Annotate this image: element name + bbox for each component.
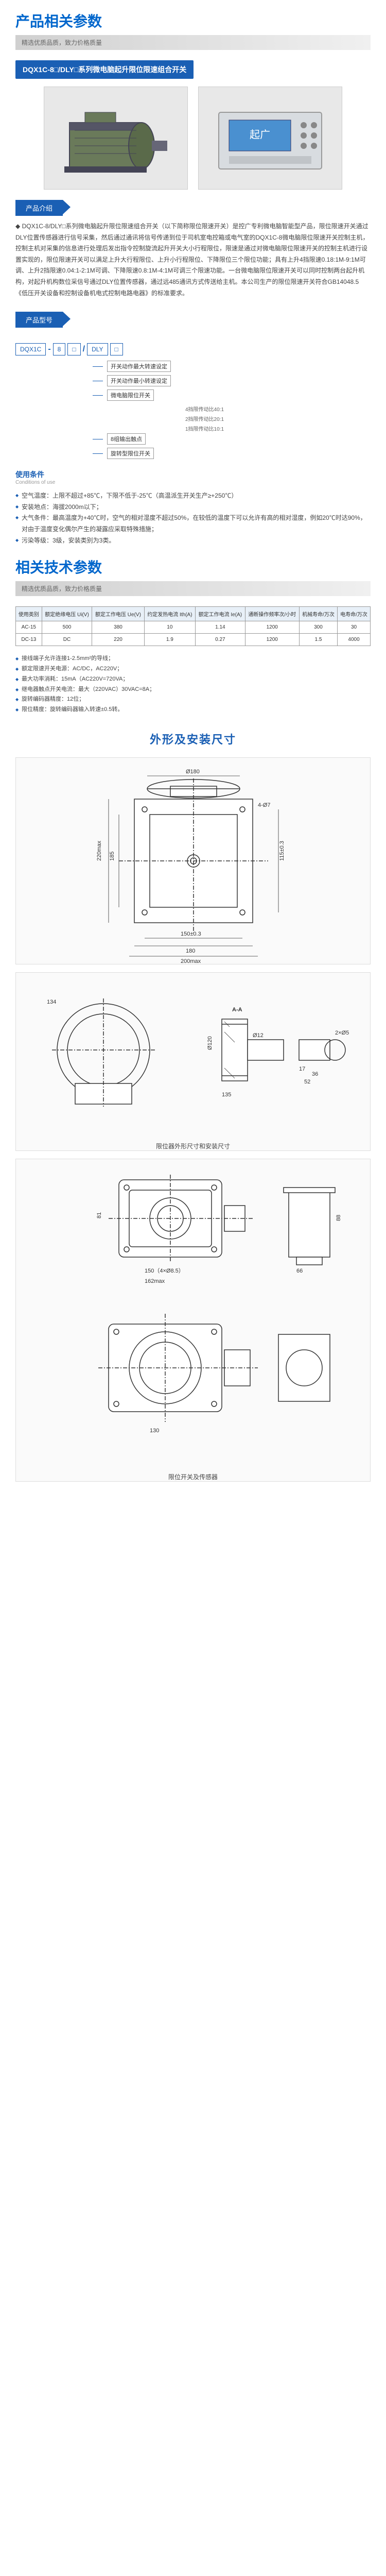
legend-item: 旋转型限位开关 <box>93 448 371 459</box>
table-header-row: 使用类别 额定绝缘电压 Ui(V) 额定工作电压 Ue(V) 约定发热电流 It… <box>16 607 371 621</box>
subtitle-bar: 精选优质品质，致力价格质量 <box>15 35 371 50</box>
drawing-caption-1: 限位器外形尺寸和安装尺寸 <box>16 1142 370 1150</box>
svg-text:52: 52 <box>304 1079 310 1085</box>
svg-text:115±0.3: 115±0.3 <box>279 841 285 861</box>
product-images: 起广 <box>15 87 371 190</box>
legend-item: 微电脑限位开关 <box>93 389 371 401</box>
svg-text:185: 185 <box>109 852 115 861</box>
svg-text:A-A: A-A <box>232 1007 242 1013</box>
condition-item: 大气条件：最高温度为+40℃时，空气的相对湿度不超过50%，在较低的温度下可以允… <box>15 513 371 535</box>
svg-text:66: 66 <box>296 1268 303 1274</box>
condition-item: 空气温度：上限不超过+85℃，下限不低于-25℃（高温派生开关生产≥+250℃） <box>15 490 371 502</box>
svg-text:起广: 起广 <box>250 129 270 141</box>
product-photo-controller: 起广 <box>198 87 342 190</box>
svg-text:180: 180 <box>186 948 195 954</box>
svg-text:Ø12: Ø12 <box>253 1032 264 1039</box>
svg-text:135: 135 <box>222 1092 231 1098</box>
subtitle-bar-2: 精选优质品质，致力价格质量 <box>15 581 371 596</box>
model-part-0: DQX1C <box>15 343 46 355</box>
tech-specs: 接线端子允许连接1-2.5mm²的导线； 额定限速开关电源：AC/DC，AC22… <box>15 654 371 715</box>
intro-paragraph: ◆ DQX1C-8/DLY□系列微电脑起升限位限速组合开关（以下简称限位限速开关… <box>15 221 371 299</box>
drawing-sensor: 150（4×Ø8.5） 162max 81 88 66 130 限位开关及传感器 <box>15 1159 371 1482</box>
table-row: DC-13 DC 220 1.9 0.27 1200 1.5 4000 <box>16 634 371 646</box>
svg-text:220max: 220max <box>96 840 102 861</box>
svg-text:134: 134 <box>47 999 56 1005</box>
svg-text:Ø180: Ø180 <box>186 769 200 775</box>
dimension-title: 外形及安装尺寸 <box>15 731 371 747</box>
conditions-section: 使用条件 Conditions of use 空气温度：上限不超过+85℃，下限… <box>15 469 371 546</box>
legend-item: 开关动作最小转速设定 <box>93 375 371 386</box>
tab-intro: 产品介绍 <box>15 200 63 216</box>
spec-item: 旋转编码器精度：12位； <box>15 694 371 705</box>
legend-item: 开关动作最大转速设定 <box>93 361 371 372</box>
svg-text:36: 36 <box>312 1071 318 1077</box>
svg-text:2×Ø5: 2×Ø5 <box>335 1030 349 1036</box>
spec-item: 继电器触点开关电流：最大（220VAC）30VAC=8A； <box>15 685 371 695</box>
svg-text:150（4×Ø8.5）: 150（4×Ø8.5） <box>145 1267 184 1274</box>
svg-text:150±0.3: 150±0.3 <box>181 931 201 937</box>
spec-item: 额定限速开关电源：AC/DC，AC220V； <box>15 664 371 674</box>
conditions-title-en: Conditions of use <box>15 480 371 485</box>
legend-item: 8组输出触点 <box>93 433 371 445</box>
tech-table: 使用类别 额定绝缘电压 Ui(V) 额定工作电压 Ue(V) 约定发热电流 It… <box>15 606 371 646</box>
model-part-2: □ <box>67 343 80 355</box>
drawing-front-view: Ø180 220max 185 115±0.3 4-Ø7 150±0.3 180… <box>15 757 371 964</box>
svg-text:200max: 200max <box>181 958 201 964</box>
condition-item: 污染等级：3级，安装类别为3类。 <box>15 535 371 547</box>
spec-item: 限位精度：旋转编码器输入转速±0.5转。 <box>15 705 371 715</box>
table-row: AC-15 500 380 10 1.14 1200 300 30 <box>16 621 371 634</box>
model-diagram: DQX1C - 8 □ / DLY □ 开关动作最大转速设定 开关动作最小转速设… <box>15 343 371 459</box>
svg-text:4-Ø7: 4-Ø7 <box>258 802 270 808</box>
model-part-4: □ <box>110 343 123 355</box>
condition-item: 安装地点：海拔2000m以下； <box>15 502 371 513</box>
svg-text:17: 17 <box>299 1066 305 1072</box>
spec-item: 接线端子允许连接1-2.5mm²的导线； <box>15 654 371 664</box>
page-title: 产品相关参数 <box>15 10 371 31</box>
intro-text-content: DQX1C-8/DLY□系列微电脑起升限位限速组合开关（以下简称限位限速开关）是… <box>15 223 369 297</box>
tech-title: 相关技术参数 <box>15 556 371 577</box>
spec-item: 最大功率消耗：15mA（AC220V=720VA； <box>15 674 371 685</box>
drawing-side-view: 134 A-A Ø120 135 Ø12 17 36 52 2×Ø5 限位器外形… <box>15 972 371 1151</box>
svg-text:81: 81 <box>96 1212 102 1218</box>
product-header: DQX1C-8□/DLY□系列微电脑起升限位限速组合开关 <box>15 60 194 79</box>
svg-text:88: 88 <box>336 1215 342 1221</box>
svg-text:Ø120: Ø120 <box>207 1036 213 1050</box>
svg-text:130: 130 <box>150 1428 159 1434</box>
drawing-caption-2: 限位开关及传感器 <box>16 1472 370 1481</box>
model-part-1: 8 <box>53 343 66 355</box>
product-photo-motor <box>44 87 188 190</box>
sub-legend: 4挡限传动比40:1 2挡限传动比20:1 1挡限传动比10:1 <box>185 404 371 433</box>
tab-model: 产品型号 <box>15 312 63 328</box>
conditions-title: 使用条件 <box>15 469 371 480</box>
model-part-3: DLY <box>87 343 108 355</box>
svg-text:162max: 162max <box>145 1278 165 1284</box>
